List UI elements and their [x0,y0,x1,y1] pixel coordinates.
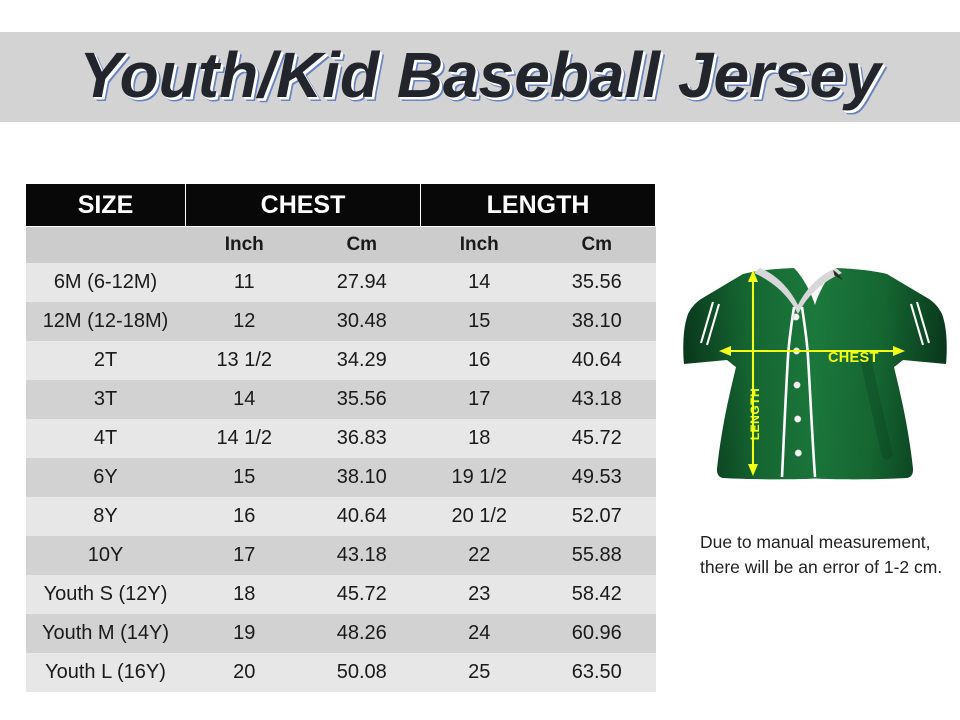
svg-text:CHEST: CHEST [828,350,879,366]
svg-text:LENGTH: LENGTH [748,388,762,440]
